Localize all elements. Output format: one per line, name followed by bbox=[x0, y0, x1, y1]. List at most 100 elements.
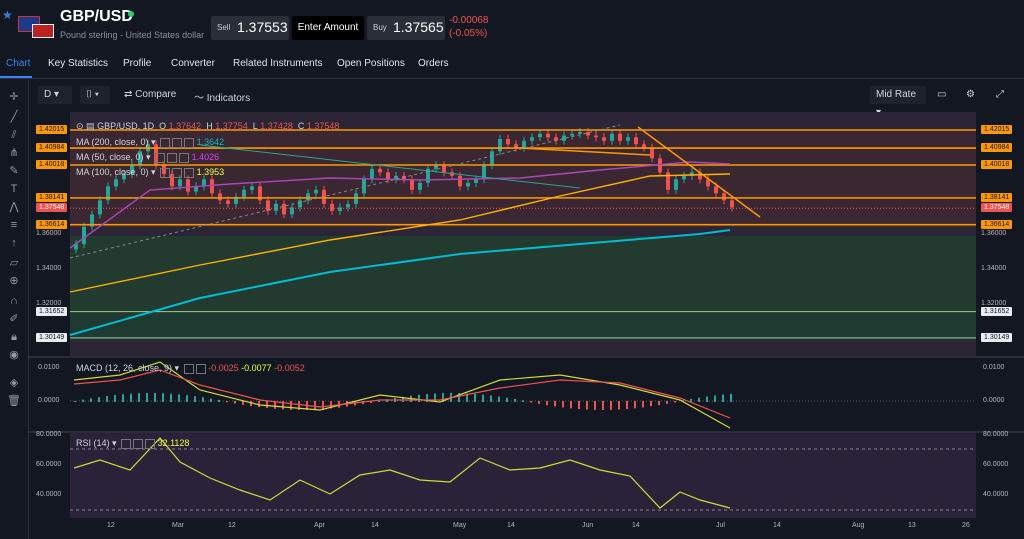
screenshot-icon[interactable]: ▭ bbox=[937, 89, 947, 100]
eye-icon[interactable]: ◉ bbox=[9, 349, 19, 361]
ruler-icon[interactable]: ▱ bbox=[9, 257, 19, 269]
time-tick-7: Jun bbox=[582, 522, 594, 529]
candle-body bbox=[554, 137, 558, 141]
time-tick-9: Jul bbox=[716, 522, 725, 529]
rsi-axis-right-1: 60.0000 bbox=[983, 461, 1009, 468]
enter-amount-input[interactable]: Enter Amount bbox=[292, 16, 364, 40]
tab-profile[interactable]: Profile bbox=[123, 58, 152, 69]
tab-converter[interactable]: Converter bbox=[171, 58, 215, 69]
price-label-r-4: 1.37548 bbox=[981, 203, 1013, 213]
candle-body bbox=[562, 135, 566, 141]
open-label: O bbox=[159, 121, 167, 131]
pattern-icon[interactable]: ⋀ bbox=[9, 201, 19, 213]
header: ★ GBP/USD Pound sterling - United States… bbox=[0, 0, 1024, 50]
macd-hist-bar bbox=[186, 395, 188, 402]
interval-select[interactable]: D ▾ bbox=[38, 86, 72, 104]
buy-price: 1.37565 bbox=[393, 19, 444, 35]
price-label-l-7: 1.34000 bbox=[36, 265, 62, 273]
candle-body bbox=[730, 200, 734, 208]
zoom-icon[interactable]: ⊕ bbox=[9, 275, 19, 287]
chart-type-select[interactable]: ⌷ ▾ bbox=[80, 86, 110, 104]
price-label-l-10: 1.30149 bbox=[36, 332, 68, 342]
high-label: H bbox=[206, 121, 213, 131]
candle-body bbox=[426, 168, 430, 183]
pencil-lock-icon[interactable]: ✐ bbox=[9, 313, 19, 325]
macd-hist-bar bbox=[554, 401, 556, 407]
candle-body bbox=[178, 179, 182, 187]
macd-hist-bar bbox=[642, 401, 644, 408]
price-change: -0.00068 (-0.05%) bbox=[449, 14, 488, 40]
indicators-button[interactable]: 〜 Indicators bbox=[194, 93, 251, 104]
ma100-legend: MA (100, close, 0) ▾ 1.3953 bbox=[76, 167, 225, 178]
trend-line-1 bbox=[199, 144, 581, 189]
trash-icon[interactable]: 🗑︎ bbox=[7, 395, 21, 407]
macd-hist-bar bbox=[194, 396, 196, 402]
macd-hist-bar bbox=[82, 399, 84, 402]
candle-body bbox=[162, 165, 166, 175]
candle-body bbox=[306, 193, 310, 201]
tab-open-positions[interactable]: Open Positions bbox=[337, 58, 405, 69]
macd-value-2: -0.0077 bbox=[241, 363, 272, 373]
layers-icon[interactable]: ◈ bbox=[9, 377, 19, 389]
fullscreen-icon[interactable]: ⤢ bbox=[996, 89, 1004, 100]
support-zone-lower bbox=[70, 314, 976, 340]
time-tick-13: 26 bbox=[962, 522, 970, 529]
chart-settings-icon[interactable]: ⊙ ▤ bbox=[76, 121, 95, 131]
macd-hist-bar bbox=[154, 393, 156, 402]
change-abs: -0.00068 bbox=[449, 15, 489, 26]
macd-axis-right-0: 0.0100 bbox=[983, 364, 1005, 371]
macd-hist-bar bbox=[602, 401, 604, 410]
tab-key-statistics[interactable]: Key Statistics bbox=[48, 58, 109, 69]
candle-body bbox=[706, 179, 710, 187]
brush-icon[interactable]: ✎ bbox=[9, 165, 19, 177]
candle-body bbox=[522, 140, 526, 148]
ma50-value: 1.4026 bbox=[191, 152, 220, 162]
candle-body bbox=[322, 189, 326, 204]
price-label-r-7: 1.34000 bbox=[981, 265, 1007, 273]
macd-signal-line bbox=[73, 369, 731, 419]
macd-hist-bar bbox=[578, 401, 580, 410]
price-label-l-1: 1.40984 bbox=[36, 143, 68, 153]
price-label-l-9: 1.31652 bbox=[36, 306, 68, 316]
price-label-l-2: 1.40018 bbox=[36, 159, 68, 169]
macd-label: MACD (12, 26, close, 9) bbox=[76, 363, 173, 373]
change-pct: (-0.05%) bbox=[449, 28, 488, 39]
channel-icon[interactable]: ⫽ bbox=[11, 129, 17, 141]
macd-hist-bar bbox=[330, 401, 332, 409]
macd-hist-bar bbox=[514, 398, 516, 402]
trend-line-2 bbox=[637, 126, 761, 218]
crosshair-icon[interactable]: ✛ bbox=[9, 91, 19, 103]
candle-body bbox=[418, 182, 422, 190]
ma200-label: MA (200, close, 0) bbox=[76, 137, 149, 147]
macd-hist-bar bbox=[362, 401, 364, 405]
settings-gear-icon[interactable]: ⚙ bbox=[966, 89, 975, 100]
time-tick-0: 12 bbox=[107, 522, 115, 529]
star-icon[interactable]: ★ bbox=[2, 8, 13, 22]
tab-orders[interactable]: Orders bbox=[418, 58, 449, 69]
symbol-subtitle: Pound sterling - United States dollar bbox=[60, 30, 205, 40]
indicators-label: Indicators bbox=[206, 93, 251, 104]
macd-hist-bar bbox=[714, 395, 716, 402]
lock-icon[interactable]: 🔒︎ bbox=[11, 331, 17, 343]
sell-button[interactable]: Sell 1.37553 bbox=[211, 16, 289, 40]
ma100-value: 1.3953 bbox=[196, 167, 225, 177]
compare-button[interactable]: ⇄ Compare bbox=[124, 89, 177, 100]
pitchfork-icon[interactable]: ⋔ bbox=[9, 147, 19, 159]
arrow-up-icon[interactable]: ↑ bbox=[11, 237, 17, 249]
tab-chart[interactable]: Chart bbox=[6, 58, 31, 69]
price-label-r-8: 1.32000 bbox=[981, 300, 1007, 308]
fib-icon[interactable]: ≡ bbox=[10, 219, 18, 231]
time-tick-11: Aug bbox=[852, 522, 865, 529]
tab-related-instruments[interactable]: Related Instruments bbox=[233, 58, 323, 69]
candle-body bbox=[506, 139, 510, 145]
buy-button[interactable]: Buy 1.37565 bbox=[367, 16, 445, 40]
candle-body bbox=[450, 172, 454, 176]
candle-body bbox=[682, 175, 686, 180]
trend-line-icon[interactable]: ╱ bbox=[10, 111, 18, 123]
candle-body bbox=[594, 135, 598, 138]
macd-hist-bar bbox=[434, 393, 436, 402]
rsi-axis-left-0: 80.0000 bbox=[36, 431, 62, 438]
magnet-icon[interactable]: ∩ bbox=[10, 295, 18, 307]
text-tool-icon[interactable]: T bbox=[10, 183, 18, 195]
